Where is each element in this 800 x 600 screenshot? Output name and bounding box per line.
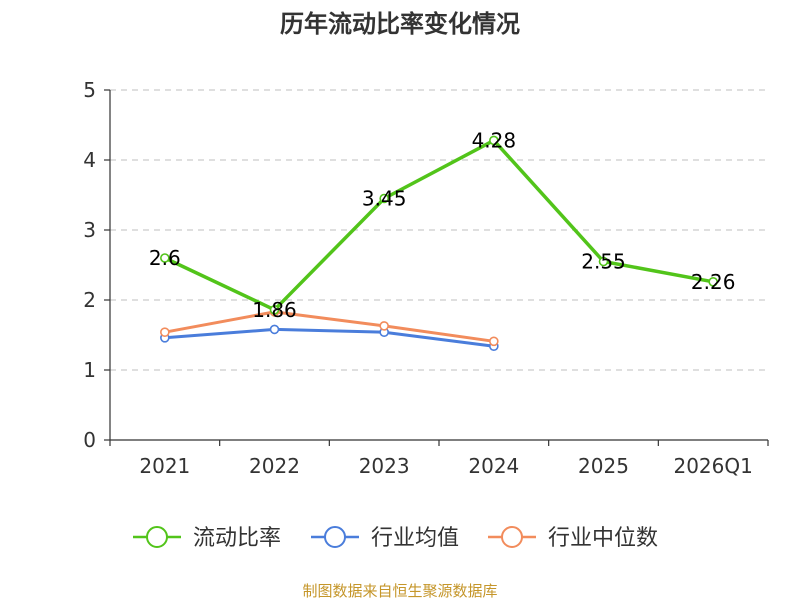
data-point bbox=[708, 276, 718, 287]
x-tick-label: 2023 bbox=[359, 454, 410, 478]
y-tick-label: 4 bbox=[83, 148, 96, 172]
data-label: 2.26 bbox=[691, 270, 736, 294]
legend-swatch-marker bbox=[501, 526, 523, 548]
source-note: 制图数据来自恒生聚源数据库 bbox=[302, 582, 497, 600]
legend-label: 行业中位数 bbox=[548, 526, 658, 551]
legend-item: 流动比率 bbox=[133, 526, 281, 551]
data-point bbox=[269, 324, 280, 335]
data-point bbox=[489, 135, 499, 146]
data-point bbox=[160, 327, 170, 338]
series-line bbox=[163, 138, 715, 312]
y-tick-label: 1 bbox=[83, 358, 96, 382]
chart-title: 历年流动比率变化情况 bbox=[280, 10, 520, 38]
data-label: 4.28 bbox=[472, 128, 517, 152]
legend: 流动比率 行业均值 行业中位数 bbox=[133, 526, 658, 551]
legend-label: 流动比率 bbox=[193, 526, 281, 551]
x-tick-label: 2024 bbox=[468, 454, 519, 478]
series-layer bbox=[160, 135, 718, 352]
data-point bbox=[269, 304, 280, 315]
data-label: 1.86 bbox=[252, 298, 297, 322]
data-labels: 2.6 1.86 3.45 4.28 2.55 2.26 bbox=[149, 128, 736, 321]
data-label: 2.55 bbox=[581, 250, 626, 274]
x-tick-label: 2025 bbox=[578, 454, 629, 478]
y-tick-label: 3 bbox=[83, 218, 96, 242]
data-point bbox=[160, 253, 170, 263]
x-tick-label: 2026Q1 bbox=[673, 454, 752, 478]
x-tick-label: 2022 bbox=[249, 454, 300, 478]
legend-label: 行业均值 bbox=[371, 526, 459, 551]
data-point bbox=[379, 193, 389, 204]
legend-item: 行业均值 bbox=[311, 526, 459, 551]
series-line bbox=[163, 310, 496, 343]
series-line bbox=[163, 327, 496, 348]
legend-swatch-marker bbox=[146, 526, 168, 548]
data-label: 3.45 bbox=[362, 187, 407, 211]
y-tick-label: 0 bbox=[83, 428, 96, 452]
legend-swatch-marker bbox=[324, 526, 346, 548]
grid-lines bbox=[110, 89, 768, 371]
data-label: 2.6 bbox=[149, 246, 181, 270]
y-tick-label: 5 bbox=[83, 78, 96, 102]
x-tick-label: 2021 bbox=[139, 454, 190, 478]
legend-item: 行业中位数 bbox=[488, 526, 658, 551]
y-tick-label: 2 bbox=[83, 288, 96, 312]
data-point bbox=[379, 321, 389, 331]
data-point bbox=[598, 256, 609, 267]
data-point bbox=[489, 336, 499, 347]
axes: 0 1 2 3 4 5 2021 2022 2023 2024 2025 2026Q1 bbox=[83, 78, 769, 478]
